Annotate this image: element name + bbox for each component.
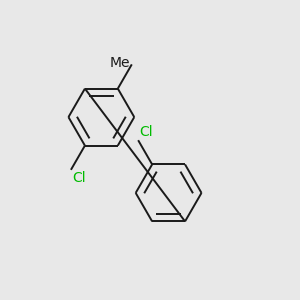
Text: Me: Me [110, 56, 130, 70]
Text: Cl: Cl [140, 125, 153, 139]
Text: Cl: Cl [72, 171, 86, 185]
